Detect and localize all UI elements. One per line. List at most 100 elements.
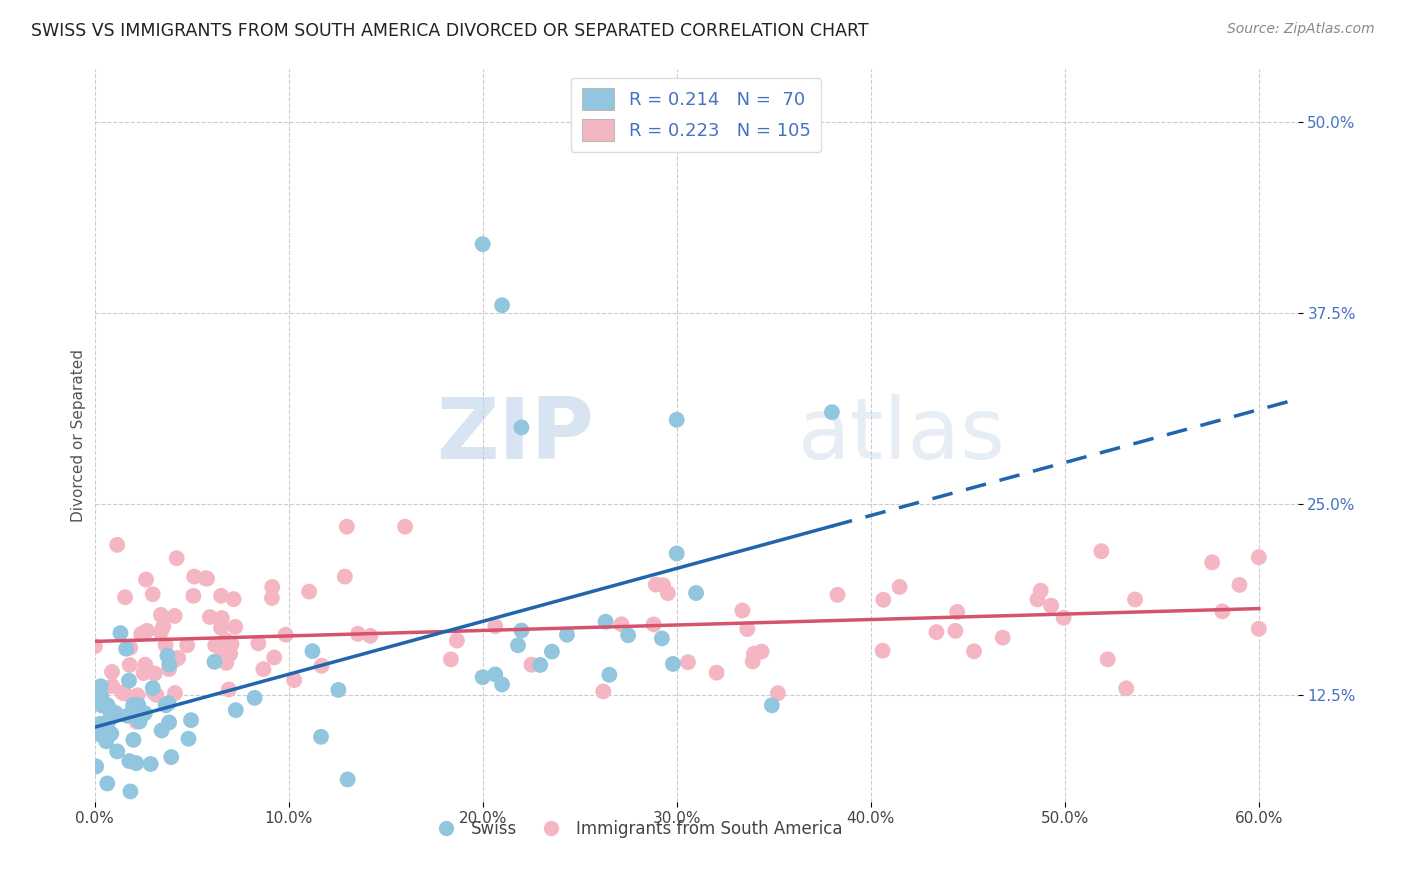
Point [247, 636, 270, 650]
Point [491, 677, 513, 691]
Point [221, 637, 243, 651]
Point [644, 577, 666, 591]
Point [595, 615, 617, 629]
Point [676, 655, 699, 669]
Point [252, 662, 274, 676]
Point [89, 727, 111, 741]
Point [529, 657, 551, 672]
Point [101, 705, 124, 719]
Point [180, 713, 202, 727]
Point [925, 625, 948, 640]
Point [149, 625, 172, 640]
Point [491, 298, 513, 312]
Point [741, 655, 763, 669]
Point [163, 608, 186, 623]
Point [157, 696, 180, 710]
Point [90, 698, 112, 713]
Point [156, 648, 179, 663]
Point [471, 237, 494, 252]
Point [643, 617, 665, 632]
Point [149, 607, 172, 622]
Point [183, 589, 205, 603]
Point [142, 681, 165, 695]
Point [311, 658, 333, 673]
Point [100, 727, 122, 741]
Point [991, 631, 1014, 645]
Point [651, 632, 673, 646]
Point [617, 628, 640, 642]
Point [150, 723, 173, 738]
Point [555, 628, 578, 642]
Point [1229, 578, 1251, 592]
Point [98, 703, 121, 717]
Point [283, 673, 305, 687]
Point [1052, 611, 1074, 625]
Point [115, 708, 138, 723]
Point [198, 610, 221, 624]
Point [872, 644, 894, 658]
Point [336, 772, 359, 787]
Point [176, 638, 198, 652]
Point [761, 698, 783, 713]
Point [665, 546, 688, 560]
Point [657, 586, 679, 600]
Point [125, 714, 148, 729]
Text: SWISS VS IMMIGRANTS FROM SOUTH AMERICA DIVORCED OR SEPARATED CORRELATION CHART: SWISS VS IMMIGRANTS FROM SOUTH AMERICA D… [31, 22, 869, 40]
Point [96, 734, 118, 748]
Point [1097, 652, 1119, 666]
Point [167, 651, 190, 665]
Point [1247, 622, 1270, 636]
Point [751, 644, 773, 658]
Point [598, 667, 620, 681]
Point [122, 698, 145, 712]
Point [592, 684, 614, 698]
Point [142, 685, 165, 699]
Text: atlas: atlas [799, 393, 1007, 476]
Point [1026, 592, 1049, 607]
Text: ZIP: ZIP [436, 393, 593, 476]
Point [263, 650, 285, 665]
Point [143, 666, 166, 681]
Point [946, 605, 969, 619]
Point [737, 622, 759, 636]
Point [127, 689, 149, 703]
Point [218, 638, 240, 652]
Point [471, 670, 494, 684]
Point [1201, 555, 1223, 569]
Point [89, 716, 111, 731]
Point [520, 657, 543, 672]
Point [136, 624, 159, 638]
Point [98, 713, 121, 727]
Point [157, 662, 180, 676]
Point [889, 580, 911, 594]
Point [1247, 550, 1270, 565]
Point [90, 679, 112, 693]
Point [157, 657, 180, 672]
Point [510, 624, 533, 638]
Point [135, 573, 157, 587]
Point [540, 645, 562, 659]
Point [1029, 583, 1052, 598]
Point [225, 703, 247, 717]
Point [132, 625, 155, 640]
Point [652, 578, 675, 592]
Point [821, 405, 844, 419]
Point [122, 698, 145, 713]
Point [222, 592, 245, 607]
Point [394, 519, 416, 533]
Point [101, 679, 124, 693]
Legend: Swiss, Immigrants from South America: Swiss, Immigrants from South America [423, 814, 849, 845]
Point [219, 647, 242, 661]
Point [166, 551, 188, 566]
Point [194, 571, 217, 585]
Point [215, 633, 238, 648]
Point [84, 759, 107, 773]
Point [945, 624, 967, 638]
Point [347, 627, 370, 641]
Point [165, 651, 187, 665]
Point [742, 647, 765, 661]
Point [224, 620, 246, 634]
Point [1115, 681, 1137, 696]
Point [118, 657, 141, 672]
Point [125, 756, 148, 771]
